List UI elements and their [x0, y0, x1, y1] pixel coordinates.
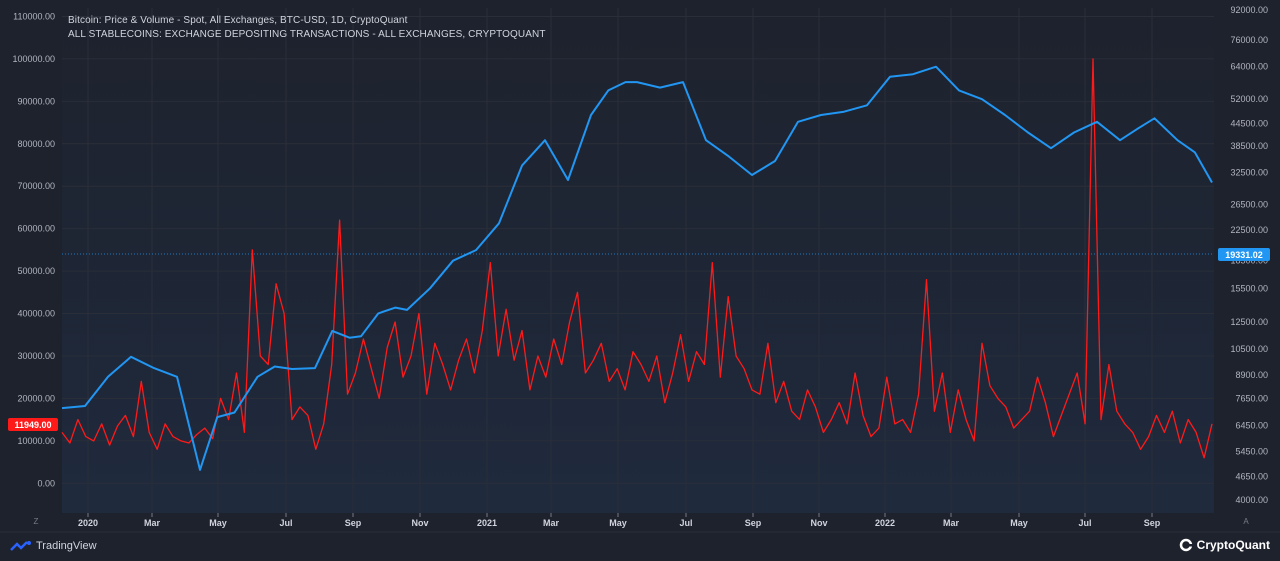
right-tick-label: 44500.00	[1230, 119, 1268, 129]
cryptoquant-label: CryptoQuant	[1196, 538, 1270, 552]
tradingview-icon	[10, 541, 31, 551]
cryptoquant-logo: CryptoQuant	[1179, 538, 1270, 552]
right-tick-label: 5450.00	[1235, 447, 1268, 457]
x-tick-label: Mar	[543, 518, 560, 528]
left-tick-label: 90000.00	[17, 96, 55, 106]
left-badge-text: 11949.00	[14, 420, 51, 430]
x-tick-label: Nov	[411, 518, 428, 528]
x-tick-label: Jul	[279, 518, 292, 528]
left-tick-label: 60000.00	[17, 224, 55, 234]
cryptoquant-icon	[1179, 538, 1193, 552]
x-tick-label: Jul	[1078, 518, 1091, 528]
x-tick-label: Jul	[679, 518, 692, 528]
left-tick-label: 50000.00	[17, 266, 55, 276]
x-tick-label: 2020	[78, 518, 98, 528]
vertical-gridlines	[87, 8, 1153, 517]
right-tick-label: 4000.00	[1235, 495, 1268, 505]
right-badge-text: 19331.02	[1225, 250, 1263, 260]
auto-scale-button[interactable]: A	[1243, 517, 1249, 526]
right-tick-label: 38500.00	[1230, 141, 1268, 151]
right-tick-label: 15500.00	[1230, 283, 1268, 293]
left-tick-label: 40000.00	[17, 309, 55, 319]
chart-legend: Bitcoin: Price & Volume - Spot, All Exch…	[68, 14, 546, 42]
x-tick-label: Sep	[345, 518, 362, 528]
right-tick-label: 10500.00	[1230, 344, 1268, 354]
right-tick-label: 22500.00	[1230, 225, 1268, 235]
price-series-line	[61, 65, 1213, 471]
x-tick-label: 2021	[477, 518, 497, 528]
left-tick-label: 10000.00	[17, 436, 55, 446]
right-tick-label: 4650.00	[1235, 471, 1268, 481]
deposit-series-line	[61, 58, 1213, 459]
plot-area	[62, 8, 1214, 513]
right-tick-label: 7650.00	[1235, 394, 1268, 404]
right-tick-label: 26500.00	[1230, 200, 1268, 210]
left-tick-label: 20000.00	[17, 393, 55, 403]
right-tick-label: 64000.00	[1230, 62, 1268, 72]
right-tick-label: 32500.00	[1230, 168, 1268, 178]
x-tick-label: Mar	[144, 518, 161, 528]
left-tick-label: 70000.00	[17, 181, 55, 191]
right-tick-label: 52000.00	[1230, 94, 1268, 104]
x-tick-label: Mar	[943, 518, 960, 528]
left-axis-ticks: 0.00 10000.00 20000.00 30000.00 40000.00 5000…	[12, 11, 55, 488]
tradingview-logo[interactable]: TradingView	[10, 540, 97, 552]
left-tick-label: 80000.00	[17, 139, 55, 149]
x-tick-label: Nov	[810, 518, 827, 528]
x-tick-label: May	[1010, 518, 1028, 528]
left-tick-label: 0.00	[37, 478, 55, 488]
legend-deposits: ALL STABLECOINS: EXCHANGE DEPOSITING TRA…	[68, 29, 546, 40]
right-tick-label: 92000.00	[1230, 5, 1268, 15]
x-tick-label: May	[209, 518, 227, 528]
right-tick-label: 8900.00	[1235, 370, 1268, 380]
tradingview-label: TradingView	[36, 540, 97, 552]
left-tick-label: 110000.00	[13, 11, 55, 21]
left-value-badge: 11949.00	[8, 418, 58, 431]
left-tick-label: 100000.00	[12, 54, 55, 64]
right-tick-label: 12500.00	[1230, 317, 1268, 327]
x-tick-label: Sep	[1144, 518, 1161, 528]
right-value-badge: 19331.02	[1218, 248, 1270, 261]
x-tick-label: Sep	[745, 518, 762, 528]
scale-left-button[interactable]: Z	[33, 517, 39, 526]
right-tick-label: 6450.00	[1235, 420, 1268, 430]
left-tick-label: 30000.00	[17, 351, 55, 361]
legend-price: Bitcoin: Price & Volume - Spot, All Exch…	[68, 15, 408, 26]
x-axis-ticks: 2020 Mar May Jul Sep Nov 2021 Mar May Jul Sep Nov 20…	[78, 518, 1161, 528]
x-tick-label: May	[609, 518, 627, 528]
horizontal-gridlines	[62, 15, 1214, 484]
x-tick-label: 2022	[875, 518, 895, 528]
right-tick-label: 76000.00	[1230, 35, 1268, 45]
